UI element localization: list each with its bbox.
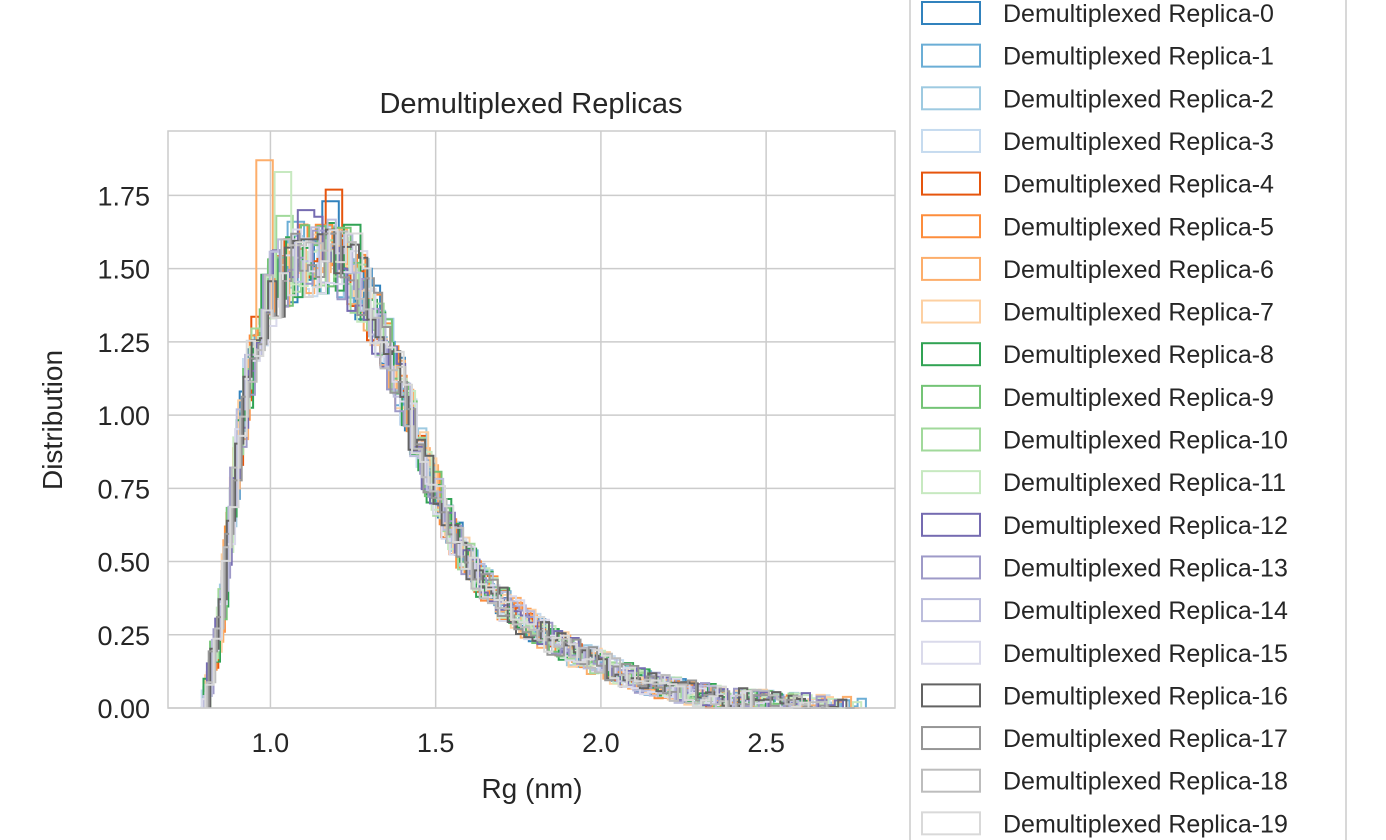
y-tick-label: 0.50 [97,548,150,578]
legend-label: Demultiplexed Replica-16 [1003,682,1288,710]
legend-label: Demultiplexed Replica-5 [1003,213,1274,241]
legend-label: Demultiplexed Replica-4 [1003,171,1274,199]
x-tick-label: 1.0 [252,728,290,758]
histogram-series-16 [209,228,855,709]
legend-frame [909,0,1347,840]
legend-label: Demultiplexed Replica-13 [1003,554,1288,582]
histogram-series-19 [204,229,810,709]
y-tick-label: 1.75 [97,181,150,211]
x-tick-label: 1.5 [417,728,455,758]
plot-frame [167,130,896,709]
y-tick-label: 0.25 [97,621,150,651]
x-tick-labels: 1.0 1.5 2.0 2.5 [252,728,785,758]
legend-swatch [921,683,981,708]
x-gridlines [269,131,767,708]
histogram-series-18 [206,230,828,709]
legend-label: Demultiplexed Replica-8 [1003,341,1274,369]
y-tick-label: 1.00 [97,401,150,431]
legend-label: Demultiplexed Replica-7 [1003,299,1274,327]
legend-swatch [921,214,981,239]
y-tick-label: 1.50 [97,255,150,285]
legend-label: Demultiplexed Replica-17 [1003,725,1288,753]
legend-label: Demultiplexed Replica-14 [1003,597,1288,625]
legend-label: Demultiplexed Replica-9 [1003,384,1274,412]
legend-swatch [921,470,981,495]
legend-swatch [921,86,981,111]
histogram-series-15 [201,228,789,709]
legend-label: Demultiplexed Replica-12 [1003,512,1288,540]
legend-swatch [921,811,981,836]
legend-swatch [921,128,981,153]
legend-swatch [921,726,981,751]
histogram-series-17 [207,232,837,709]
legend-swatch [921,512,981,537]
y-axis-label: Distribution [37,350,68,490]
legend-swatch [921,171,981,196]
legend-swatch [921,342,981,367]
legend-swatch [921,598,981,623]
legend-label: Demultiplexed Replica-11 [1003,469,1286,497]
y-tick-label: 1.25 [97,328,150,358]
y-tick-label: 0.75 [97,474,150,504]
chart-title: Demultiplexed Replicas [379,88,682,120]
legend-label: Demultiplexed Replica-15 [1003,640,1288,668]
series-layer [200,159,867,709]
legend-label: Demultiplexed Replica-19 [1003,810,1288,838]
legend-label: Demultiplexed Replica-18 [1003,768,1288,796]
legend-swatch [921,768,981,793]
legend-label: Demultiplexed Replica-1 [1003,43,1274,71]
legend-label: Demultiplexed Replica-3 [1003,128,1274,156]
legend-swatch [921,256,981,281]
legend: Demultiplexed Replica-0 Demultiplexed Rep… [909,0,1347,840]
legend-label: Demultiplexed Replica-0 [1003,0,1274,28]
legend-swatch [921,384,981,409]
legend-swatch [921,427,981,452]
legend-swatch [921,555,981,580]
legend-swatch [921,1,981,25]
x-tick-label: 2.5 [747,728,785,758]
x-axis-label: Rg (nm) [481,773,582,804]
legend-label: Demultiplexed Replica-10 [1003,427,1288,455]
legend-swatch [921,299,981,324]
y-tick-labels: 0.00 0.25 0.50 0.75 1.00 1.25 1.50 1.75 [97,181,150,724]
legend-swatch [921,43,981,68]
legend-label: Demultiplexed Replica-2 [1003,85,1274,113]
y-tick-label: 0.00 [97,694,150,724]
legend-label: Demultiplexed Replica-6 [1003,256,1274,284]
x-tick-label: 2.0 [582,728,620,758]
legend-swatch [921,640,981,665]
